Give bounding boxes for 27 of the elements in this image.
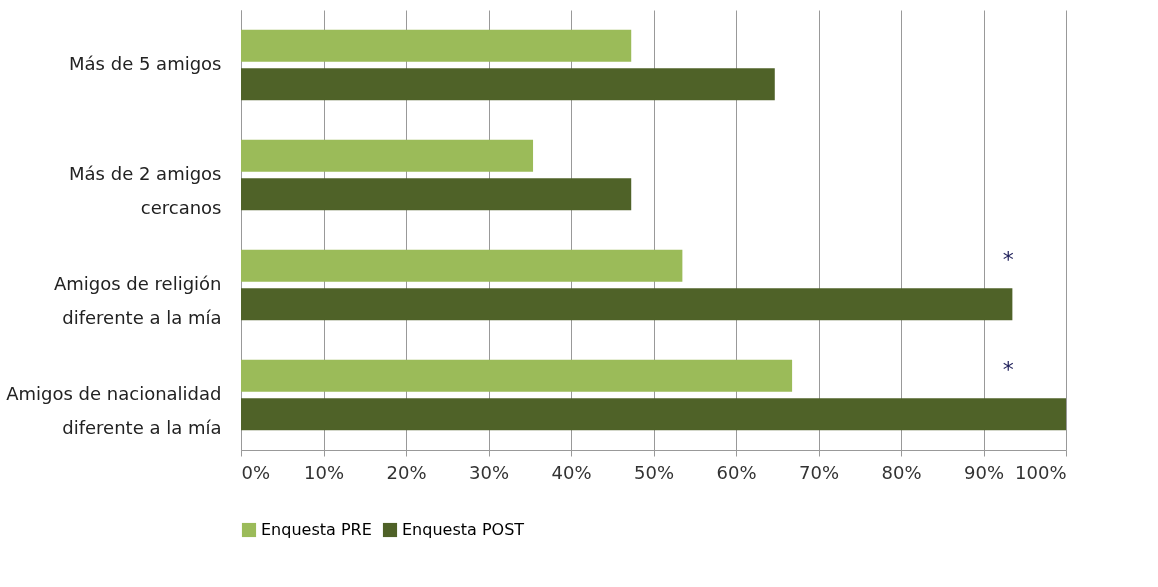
bar [241,68,775,101]
annotation: * [1002,356,1014,382]
bar [241,139,534,172]
x-tick-label: 10% [303,461,345,483]
annotation: * [1002,246,1014,272]
x-tick-label: 40% [551,461,592,483]
x-tick-label: 60% [716,461,757,483]
legend-label: Enquesta PRE [261,520,372,539]
x-tick-label: 80% [881,461,922,483]
x-tick-label: 70% [798,461,840,483]
y-tick-label: Más de 5 amigos [69,53,222,74]
legend-label: Enquesta POST [402,520,525,539]
x-tick-label: 50% [633,461,675,483]
x-tick-label: 30% [468,461,510,483]
bar [241,29,632,62]
bar [241,288,1013,321]
bar [241,359,793,392]
x-tick-label: 90% [963,461,1005,483]
y-tick-label: Amigos de nacionalidad diferente a la mía [6,383,222,438]
bar [241,398,1066,431]
bar [241,249,683,282]
x-tick-label: 100% [1015,461,1067,483]
x-tick-label: 20% [386,461,427,483]
bar [241,178,632,211]
y-tick-label: Más de 2 amigos cercanos [69,163,222,218]
y-tick-label: Amigos de religión diferente a la mía [53,273,222,328]
x-tick-label: 0% [241,461,271,483]
